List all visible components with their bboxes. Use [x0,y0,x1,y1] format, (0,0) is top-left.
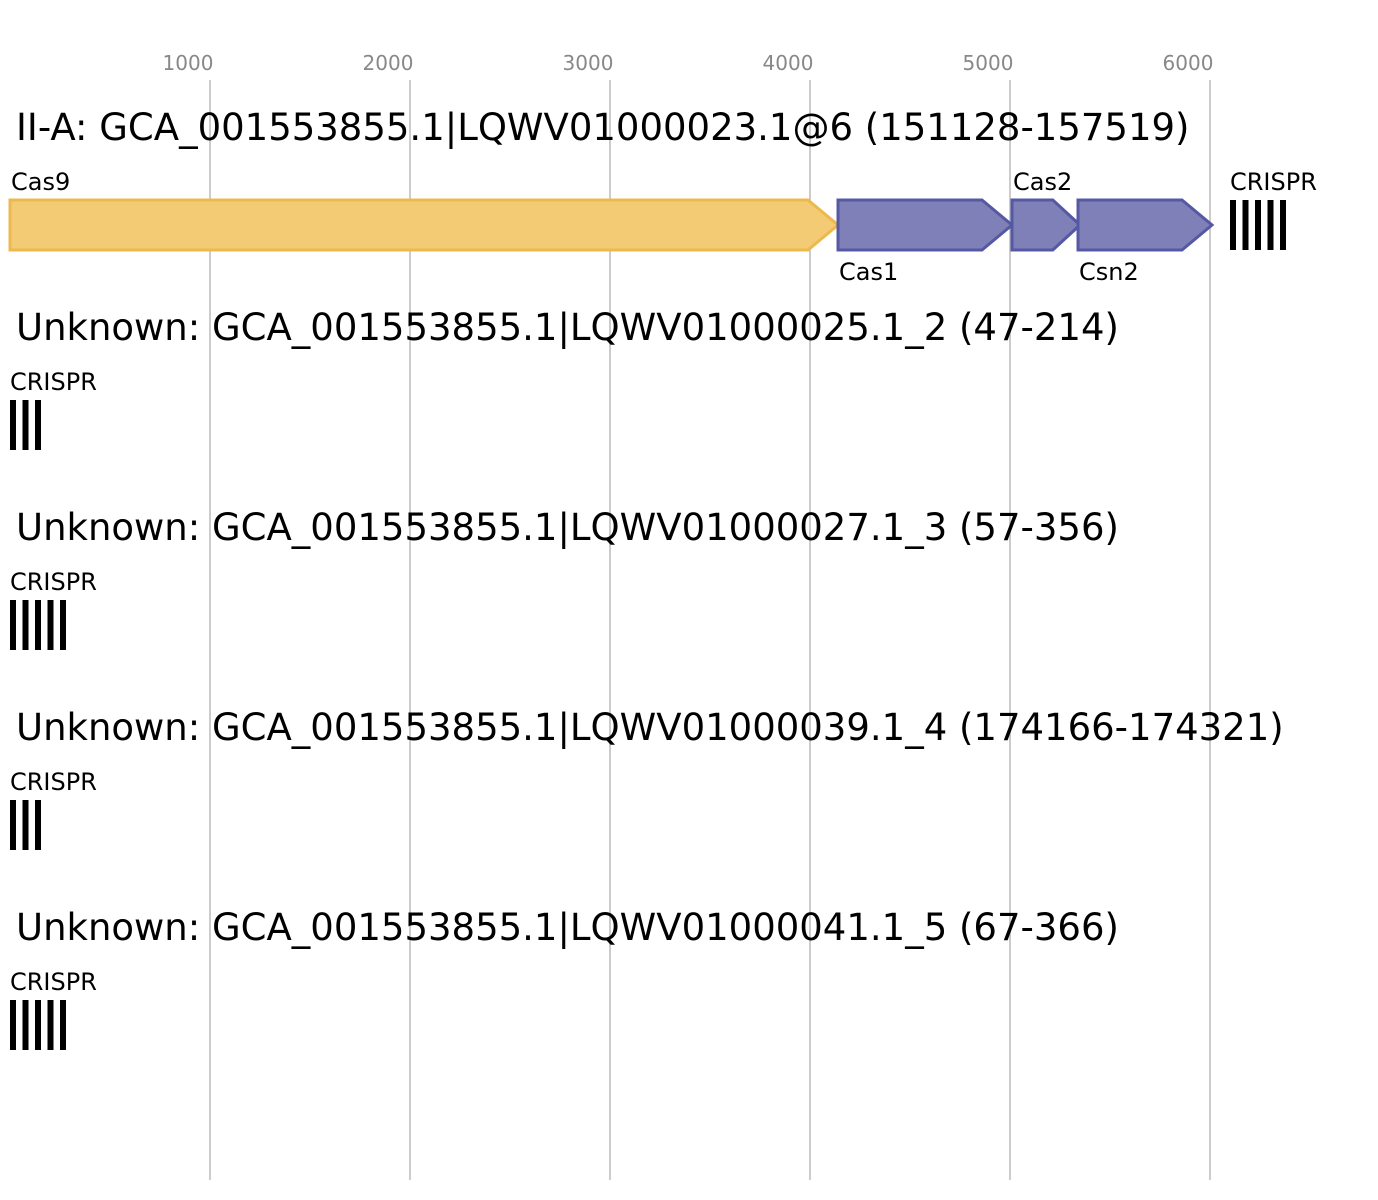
crispr-array [10,600,66,650]
crispr-label: CRISPR [1230,168,1317,196]
crispr-repeat-bar [35,600,41,650]
crispr-repeat-bar [35,1000,41,1050]
loci: II-A: GCA_001553855.1|LQWV01000023.1@6 (… [8,106,1317,1050]
axis-grid: 1000 2000 3000 4000 5000 6000 [163,51,1214,1180]
crispr-array [10,400,41,450]
locus-title: II-A: GCA_001553855.1|LQWV01000023.1@6 (… [16,106,1189,149]
crispr-repeat-bar [10,800,16,850]
gene-label: Cas1 [839,258,898,286]
crispr-repeat-bar [22,800,29,850]
crispr-array [1230,200,1286,250]
gene-arrow-csn2 [1076,198,1215,252]
crispr-repeat-bar [60,1000,66,1050]
crispr-repeat-bar [35,800,41,850]
crispr-repeat-bar [1242,200,1249,250]
crispr-label: CRISPR [10,968,97,996]
locus-row: II-A: GCA_001553855.1|LQWV01000023.1@6 (… [8,106,1317,286]
crispr-repeat-bar [1280,200,1286,250]
crispr-array [10,800,41,850]
crispr-repeat-bar [22,600,29,650]
gene-label: Cas9 [11,168,70,196]
tick-label: 2000 [363,51,414,75]
crispr-label: CRISPR [10,568,97,596]
locus-title: Unknown: GCA_001553855.1|LQWV01000027.1_… [16,506,1119,549]
crispr-repeat-bar [1267,200,1274,250]
gene-arrow-cas1 [836,198,1015,252]
tick-label: 3000 [563,51,614,75]
gene-arrow-cas2 [1010,198,1083,252]
gene-label: Cas2 [1013,168,1072,196]
crispr-repeat-bar [1255,200,1261,250]
tick-label: 6000 [1163,51,1214,75]
crispr-label: CRISPR [10,368,97,396]
crispr-repeat-bar [10,1000,16,1050]
locus-row: Unknown: GCA_001553855.1|LQWV01000039.1_… [10,706,1284,850]
locus-row: Unknown: GCA_001553855.1|LQWV01000027.1_… [10,506,1119,650]
tick-label: 5000 [963,51,1014,75]
locus-title: Unknown: GCA_001553855.1|LQWV01000041.1_… [16,906,1119,949]
crispr-repeat-bar [60,600,66,650]
crispr-label: CRISPR [10,768,97,796]
crispr-repeat-bar [10,400,16,450]
locus-title: Unknown: GCA_001553855.1|LQWV01000039.1_… [16,706,1284,749]
tick-label: 1000 [163,51,214,75]
locus-row: Unknown: GCA_001553855.1|LQWV01000041.1_… [10,906,1119,1050]
crispr-repeat-bar [35,400,41,450]
gene-arrow-cas9 [8,198,841,252]
locus-title: Unknown: GCA_001553855.1|LQWV01000025.1_… [16,306,1119,349]
crispr-repeat-bar [10,600,16,650]
crispr-array [10,1000,66,1050]
crispr-repeat-bar [47,600,54,650]
crispr-repeat-bar [22,400,29,450]
crispr-repeat-bar [47,1000,54,1050]
crispr-repeat-bar [22,1000,29,1050]
locus-row: Unknown: GCA_001553855.1|LQWV01000025.1_… [10,306,1119,450]
gene-label: Csn2 [1079,258,1139,286]
crispr-repeat-bar [1230,200,1236,250]
tick-label: 4000 [763,51,814,75]
